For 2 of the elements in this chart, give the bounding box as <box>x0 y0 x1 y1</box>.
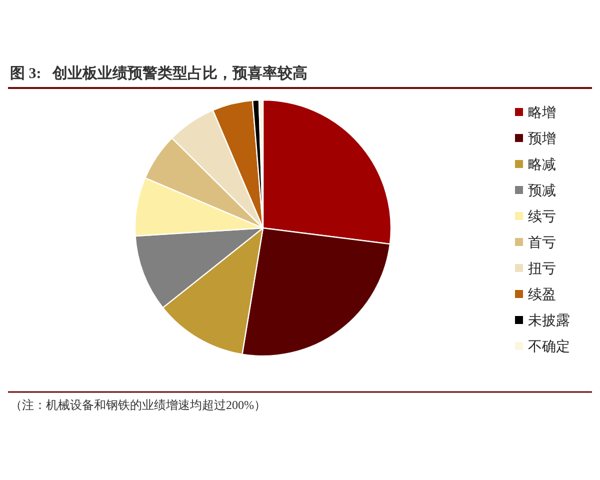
note: （注：机械设备和钢铁的业绩增速均超过200%） <box>10 398 266 412</box>
title: 图 3: 创业板业绩预警类型占比，预喜率较高 <box>10 66 308 82</box>
